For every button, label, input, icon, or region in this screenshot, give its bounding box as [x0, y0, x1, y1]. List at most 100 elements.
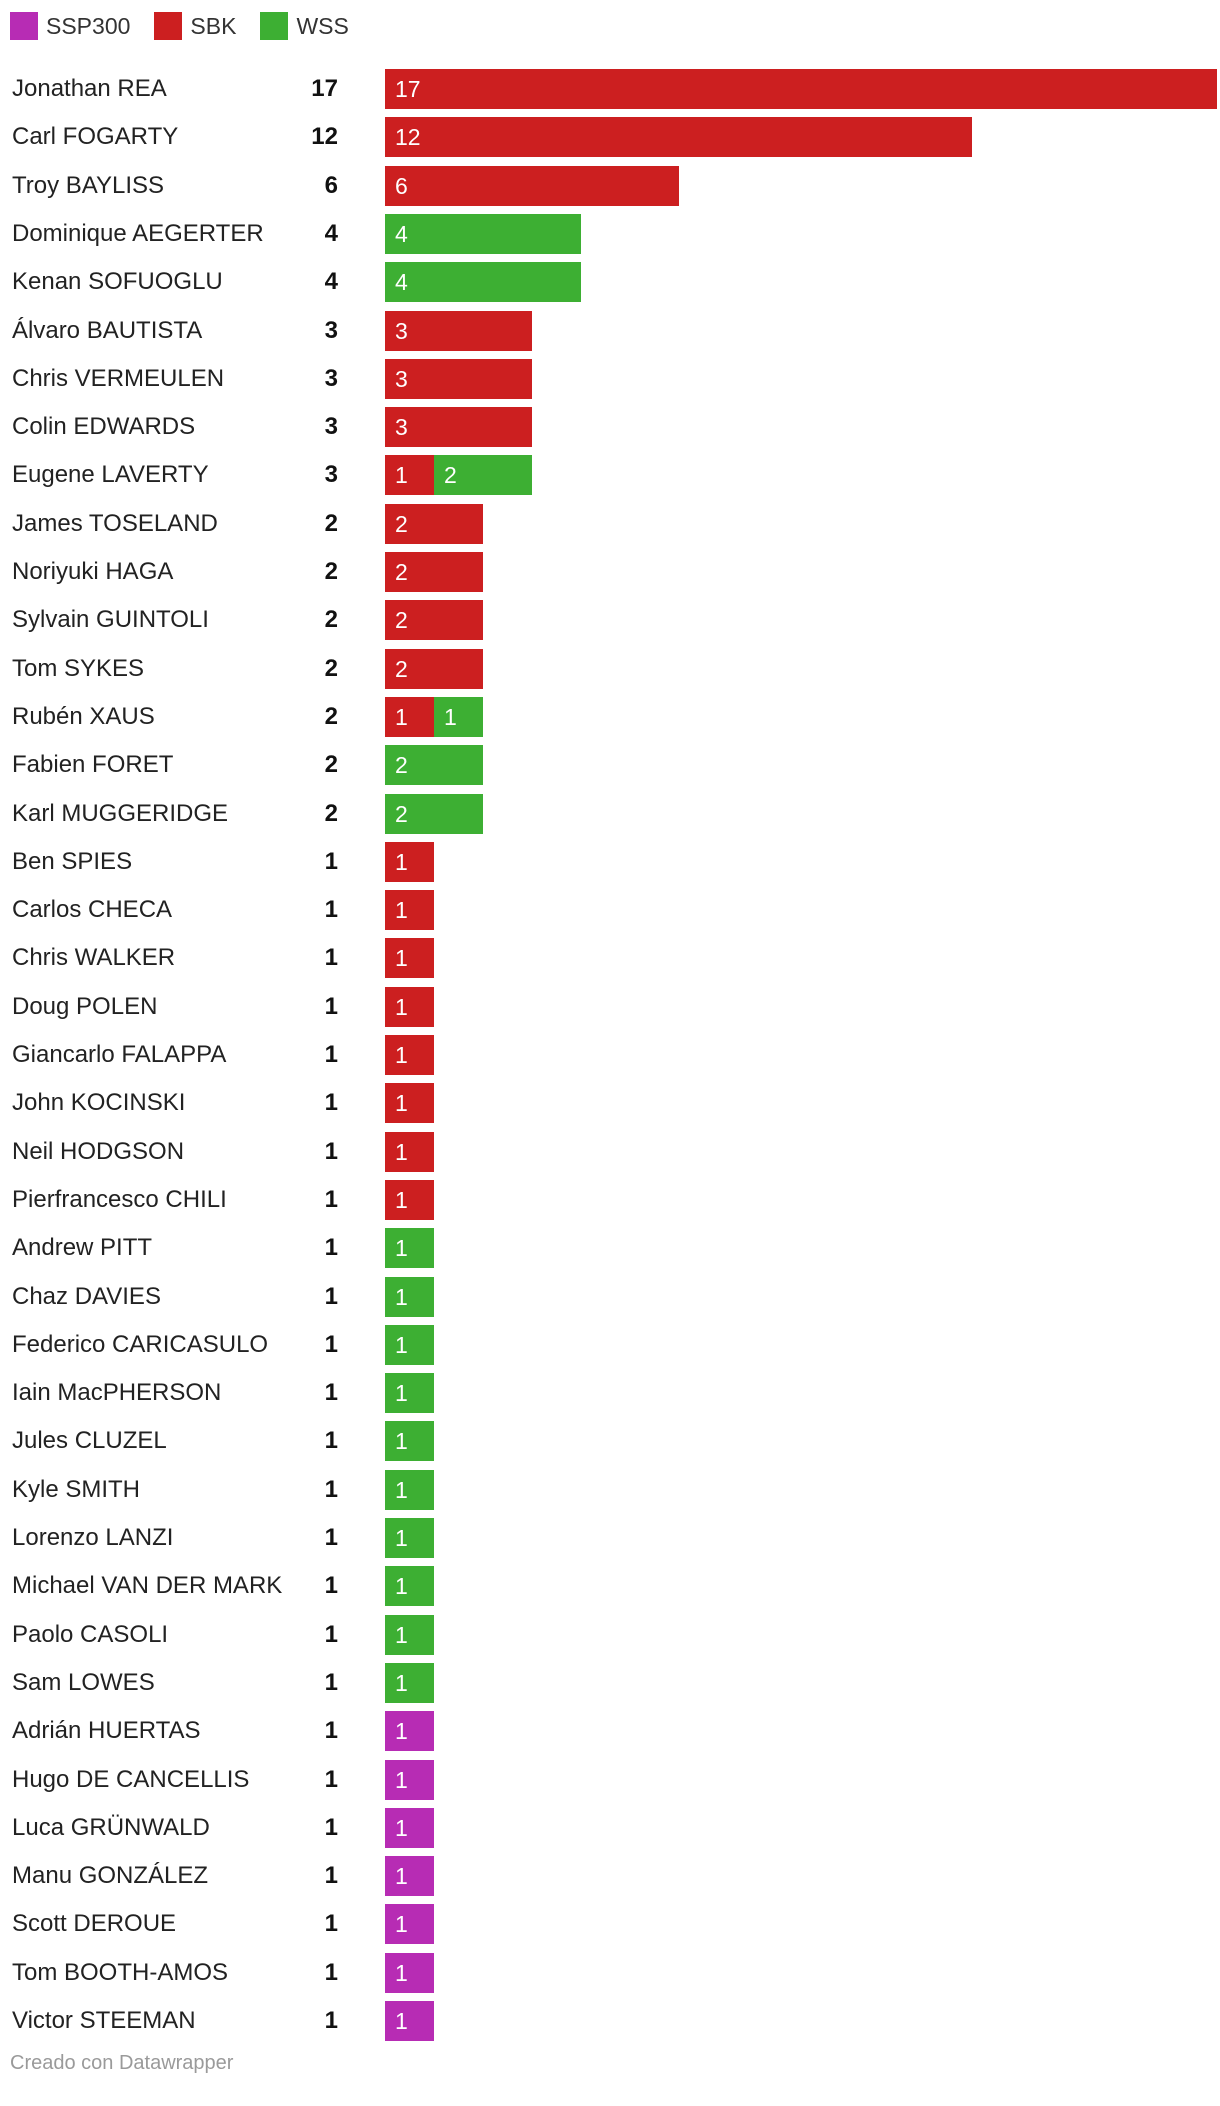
chart-legend: SSP300 SBK WSS	[10, 10, 373, 42]
bar-row: Sam LOWES 1 1	[0, 1662, 1220, 1703]
rider-name-label: Tom SYKES	[12, 654, 145, 682]
rider-name-label: Chaz DAVIES	[12, 1282, 161, 1310]
bar-segment-sbk[interactable]: 1	[385, 986, 434, 1027]
total-value-label: 1	[324, 1234, 338, 1262]
bar-segment-ssp300[interactable]: 1	[385, 1904, 434, 1945]
total-value-label: 1	[324, 992, 338, 1020]
bar-segment-sbk[interactable]: 1	[385, 1083, 434, 1124]
bar-segment-wss[interactable]: 1	[385, 1228, 434, 1269]
bar-segment-wss[interactable]: 1	[385, 1373, 434, 1414]
rider-name-label: Carlos CHECA	[12, 896, 173, 924]
total-value-label: 2	[324, 799, 338, 827]
bar-value-label: 1	[395, 703, 408, 730]
bar-segment-sbk[interactable]: 1	[385, 696, 434, 737]
rider-name-label: Kenan SOFUOGLU	[12, 268, 223, 296]
bar-value-label: 4	[395, 269, 408, 296]
bar-segment-wss[interactable]: 1	[385, 1614, 434, 1655]
bar-segment-sbk[interactable]: 1	[385, 841, 434, 882]
bar-segment-sbk[interactable]: 1	[385, 890, 434, 931]
bar-segment-sbk[interactable]: 2	[385, 648, 483, 689]
bar-value-label: 1	[395, 1090, 408, 1117]
bar-row: Adrián HUERTAS 1 1	[0, 1711, 1220, 1752]
total-value-label: 1	[324, 1524, 338, 1551]
rider-name-label: Noriyuki HAGA	[12, 558, 174, 585]
bar-value-label: 1	[395, 993, 408, 1020]
rider-name-label: Lorenzo LANZI	[12, 1524, 174, 1551]
bar-segment-ssp300[interactable]: 1	[385, 1759, 434, 1800]
bar-segment-wss[interactable]: 2	[385, 793, 483, 834]
bar-segment-wss[interactable]: 1	[385, 1662, 434, 1703]
bar-value-label: 1	[395, 2008, 408, 2034]
legend-item-sbk[interactable]: SBK	[154, 12, 236, 40]
bar-value-label: 12	[395, 124, 421, 151]
bar-segment-wss[interactable]: 1	[385, 1518, 434, 1558]
legend-item-wss[interactable]: WSS	[260, 12, 349, 40]
bar-segment-wss[interactable]: 1	[385, 1566, 434, 1607]
bar-segment-wss[interactable]: 1	[385, 1421, 434, 1462]
bar-value-label: 1	[395, 1525, 408, 1551]
bar-segment-wss[interactable]: 1	[385, 1469, 434, 1510]
rider-name-label: Iain MacPHERSON	[12, 1379, 222, 1407]
total-value-label: 1	[324, 1330, 338, 1358]
bar-segment-sbk[interactable]: 3	[385, 310, 532, 351]
bar-segment-sbk[interactable]: 2	[385, 600, 483, 641]
bar-segment-wss[interactable]: 1	[433, 696, 483, 737]
bar-segment-wss[interactable]: 2	[433, 455, 532, 496]
bar-segment-sbk[interactable]: 3	[385, 407, 532, 448]
bar-segment-ssp300[interactable]: 1	[385, 2001, 434, 2041]
total-value-label: 3	[324, 364, 338, 392]
bar-segment-wss[interactable]: 1	[385, 1324, 434, 1365]
total-value-label: 2	[324, 606, 338, 634]
rider-name-label: Doug POLEN	[12, 992, 158, 1020]
bar-row: Rubén XAUS 2 1 1	[0, 696, 1220, 737]
legend-item-ssp300[interactable]: SSP300	[10, 12, 130, 40]
bar-value-label: 4	[395, 220, 408, 247]
bar-row: Manu GONZÁLEZ 1 1	[0, 1856, 1220, 1897]
bar-value-label: 17	[395, 76, 421, 102]
bar-segment-sbk[interactable]: 2	[385, 503, 483, 544]
bar-segment-sbk[interactable]: 12	[385, 117, 973, 158]
total-value-label: 1	[324, 1765, 338, 1793]
rider-name-label: Chris VERMEULEN	[12, 364, 225, 392]
total-value-label: 1	[324, 1668, 338, 1696]
bar-segment-ssp300[interactable]: 1	[385, 1711, 434, 1752]
rider-name-label: Álvaro BAUTISTA	[12, 316, 203, 344]
total-value-label: 1	[324, 1137, 338, 1165]
rider-name-label: Pierfrancesco CHILI	[12, 1185, 227, 1213]
bar-value-label: 1	[395, 1380, 408, 1407]
bar-segment-ssp300[interactable]: 1	[385, 1952, 434, 1993]
bar-value-label: 1	[395, 1766, 408, 1793]
bar-value-label: 1	[395, 848, 408, 875]
total-value-label: 17	[311, 75, 338, 102]
bar-segment-sbk[interactable]: 17	[385, 69, 1217, 109]
bar-segment-sbk[interactable]: 1	[385, 1131, 434, 1172]
bar-row: Dominique AEGERTER 4 4	[0, 213, 1220, 254]
bar-value-label: 2	[395, 655, 408, 682]
bar-segment-wss[interactable]: 4	[385, 262, 581, 303]
bar-segment-sbk[interactable]: 1	[385, 938, 434, 979]
footer-credit[interactable]: Creado con Datawrapper	[10, 2052, 234, 2074]
bar-segment-sbk[interactable]: 1	[385, 1035, 434, 1075]
bar-value-label: 2	[443, 462, 457, 489]
rider-name-label: Scott DEROUE	[12, 1910, 177, 1938]
bar-segment-sbk[interactable]: 3	[385, 358, 532, 399]
bar-value-label: 1	[395, 1331, 408, 1358]
bar-segment-wss[interactable]: 1	[385, 1276, 434, 1317]
rider-name-label: Sam LOWES	[12, 1668, 155, 1696]
bar-segment-sbk[interactable]: 2	[385, 552, 483, 592]
bar-row: Carlos CHECA 1 1	[0, 890, 1220, 931]
bar-row: Kyle SMITH 1 1	[0, 1469, 1220, 1510]
bar-segment-wss[interactable]: 2	[385, 745, 483, 786]
bar-segment-ssp300[interactable]: 1	[385, 1856, 434, 1897]
rider-name-label: Dominique AEGERTER	[12, 219, 264, 247]
bar-segment-wss[interactable]: 4	[385, 213, 581, 254]
bar-row: Michael VAN DER MARK 1 1	[0, 1566, 1220, 1607]
bar-value-label: 1	[395, 897, 408, 924]
bar-value-label: 1	[443, 703, 457, 730]
bar-segment-sbk[interactable]: 1	[385, 1179, 434, 1220]
bar-row: Iain MacPHERSON 1 1	[0, 1373, 1220, 1414]
bar-segment-ssp300[interactable]: 1	[385, 1807, 434, 1848]
bar-segment-sbk[interactable]: 1	[385, 455, 434, 496]
bar-segment-sbk[interactable]: 6	[385, 165, 679, 206]
bar-value-label: 2	[395, 510, 408, 537]
